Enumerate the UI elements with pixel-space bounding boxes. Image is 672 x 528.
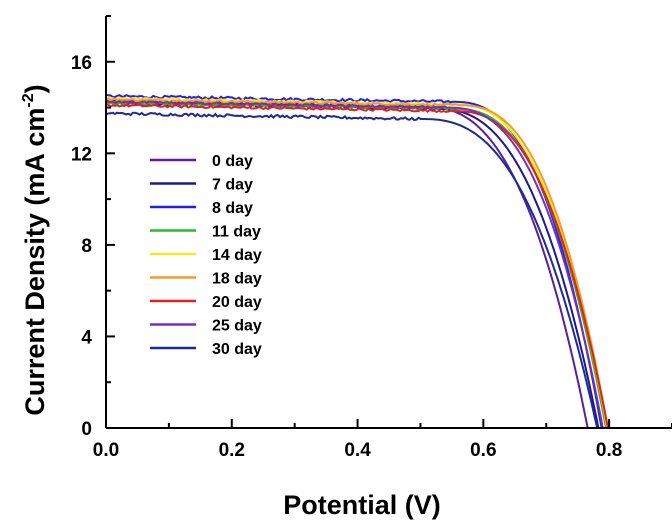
legend-label: 7 day — [212, 177, 253, 194]
y-tick-label: 12 — [71, 144, 92, 165]
series-layer — [105, 93, 609, 429]
legend-label: 8 day — [212, 200, 253, 217]
legend-label: 0 day — [212, 153, 253, 170]
y-axis-title-superscript: -2 — [20, 93, 37, 107]
series-line — [105, 98, 589, 429]
y-tick-label: 8 — [81, 236, 92, 257]
legend-label: 11 day — [212, 224, 261, 241]
y-axis-title-main: Current Density (mA cm — [20, 108, 50, 416]
y-tick-label: 0 — [81, 419, 92, 440]
legend-label: 25 day — [212, 318, 262, 335]
axes-layer — [105, 16, 672, 429]
x-tick-label: 0.4 — [344, 440, 371, 461]
y-axis-title-close: ) — [20, 84, 50, 93]
legend-label: 30 day — [212, 341, 262, 358]
y-tick-label: 4 — [81, 327, 92, 348]
legend-label: 14 day — [212, 247, 262, 264]
x-tick-label: 0.8 — [596, 440, 622, 461]
legend-label: 20 day — [212, 294, 262, 311]
legend-label: 18 day — [212, 271, 262, 288]
series-line — [105, 93, 603, 429]
series-line — [105, 101, 607, 429]
y-axis-title: Current Density (mA cm-2) — [20, 84, 50, 415]
ticks-layer: 0.0 0.2 0.4 0.6 0.8 0 4 8 12 16 — [71, 15, 672, 461]
series-line — [105, 111, 599, 429]
y-tick-label: 16 — [71, 53, 92, 74]
series-line — [105, 99, 604, 429]
x-axis-title: Potential (V) — [283, 490, 441, 520]
x-tick-label: 0.6 — [470, 440, 496, 461]
x-tick-label: 0.0 — [93, 440, 119, 461]
x-tick-label: 0.2 — [219, 440, 245, 461]
series-line — [105, 97, 609, 429]
series-line — [105, 96, 609, 429]
series-line — [106, 103, 609, 429]
legend: 0 day 7 day 8 day 11 day 14 day 18 day 20 day 2… — [150, 153, 262, 358]
